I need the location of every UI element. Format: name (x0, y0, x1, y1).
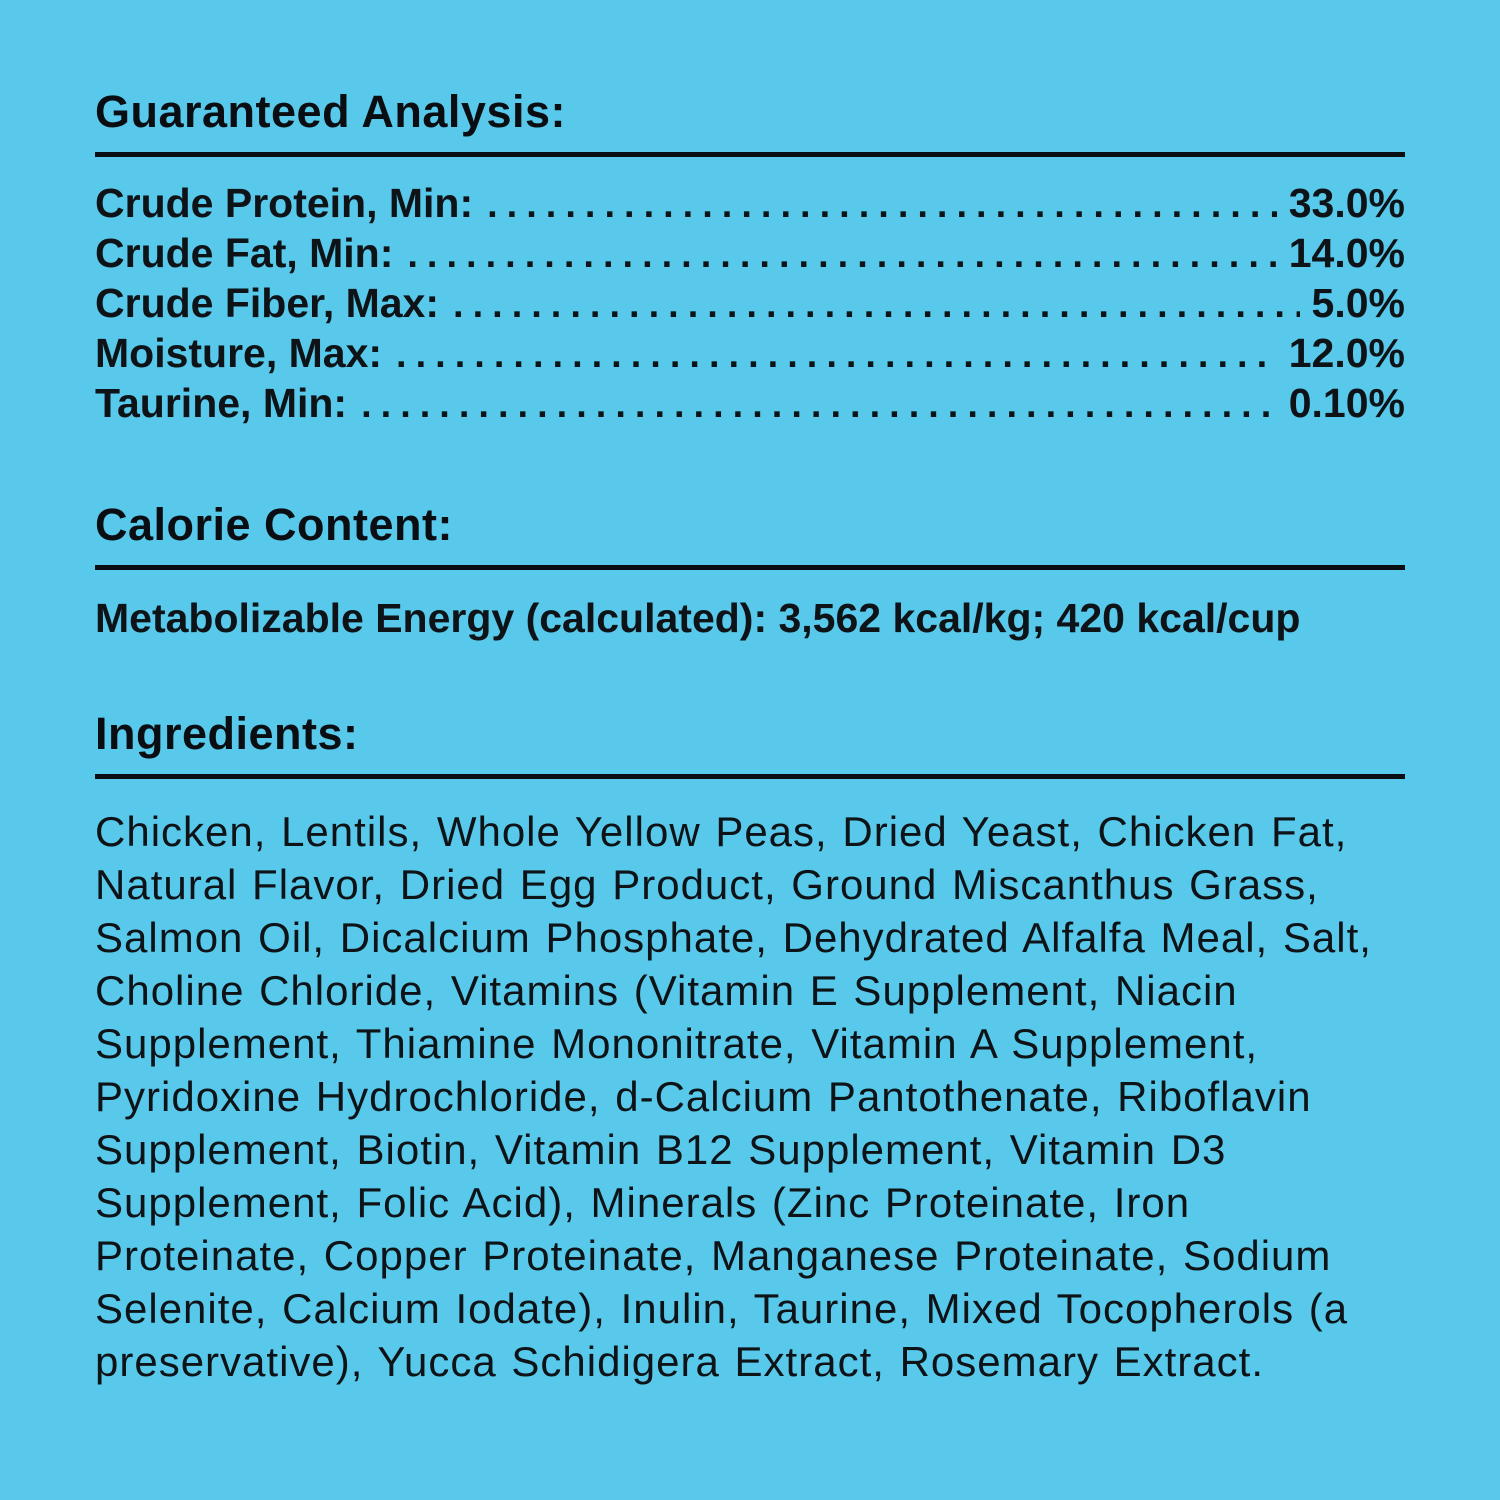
dot-leader (407, 229, 1276, 279)
analysis-value: 33.0% (1288, 180, 1405, 226)
analysis-value: 14.0% (1288, 230, 1405, 276)
dot-leader (453, 279, 1300, 329)
analysis-label: Crude Fat, Min: (95, 230, 394, 276)
analysis-row-crude-fiber: Crude Fiber, Max: 5.0% (95, 279, 1405, 329)
guaranteed-analysis-section: Guaranteed Analysis: Crude Protein, Min:… (95, 86, 1405, 429)
guaranteed-analysis-title: Guaranteed Analysis: (95, 86, 566, 137)
calorie-content-section: Calorie Content: Metabolizable Energy (c… (95, 499, 1405, 642)
analysis-label: Crude Fiber, Max: (95, 280, 440, 326)
analysis-row-taurine: Taurine, Min: 0.10% (95, 379, 1405, 429)
ingredients-section: Ingredients: Chicken, Lentils, Whole Yel… (95, 708, 1405, 1388)
analysis-row-moisture: Moisture, Max: 12.0% (95, 329, 1405, 379)
ingredients-title: Ingredients: (95, 708, 359, 759)
metabolizable-energy-text: Metabolizable Energy (calculated): 3,562… (95, 595, 1301, 641)
analysis-label: Crude Protein, Min: (95, 180, 474, 226)
section-divider (95, 565, 1405, 570)
dot-leader (361, 379, 1277, 429)
analysis-label: Moisture, Max: (95, 330, 383, 376)
section-divider (95, 152, 1405, 157)
calorie-content-title: Calorie Content: (95, 499, 454, 550)
analysis-value: 0.10% (1288, 380, 1405, 426)
dot-leader (487, 179, 1277, 229)
analysis-value: 5.0% (1311, 280, 1405, 326)
section-divider (95, 774, 1405, 779)
dot-leader (396, 329, 1277, 379)
analysis-row-crude-protein: Crude Protein, Min: 33.0% (95, 179, 1405, 229)
analysis-label: Taurine, Min: (95, 380, 348, 426)
guaranteed-analysis-rows: Crude Protein, Min: 33.0% Crude Fat, Min… (95, 179, 1405, 429)
ingredients-list-text: Chicken, Lentils, Whole Yellow Peas, Dri… (95, 808, 1372, 1385)
analysis-value: 12.0% (1288, 330, 1405, 376)
analysis-row-crude-fat: Crude Fat, Min: 14.0% (95, 229, 1405, 279)
